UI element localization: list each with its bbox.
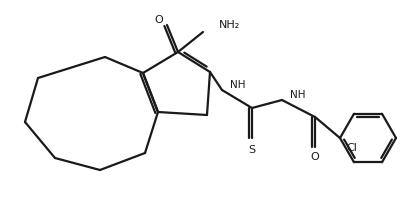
Text: NH: NH <box>289 90 305 100</box>
Text: Cl: Cl <box>346 143 356 153</box>
Text: NH: NH <box>230 80 245 90</box>
Text: O: O <box>310 152 319 162</box>
Text: NH₂: NH₂ <box>218 20 240 30</box>
Text: S: S <box>248 145 255 155</box>
Text: O: O <box>154 15 163 25</box>
